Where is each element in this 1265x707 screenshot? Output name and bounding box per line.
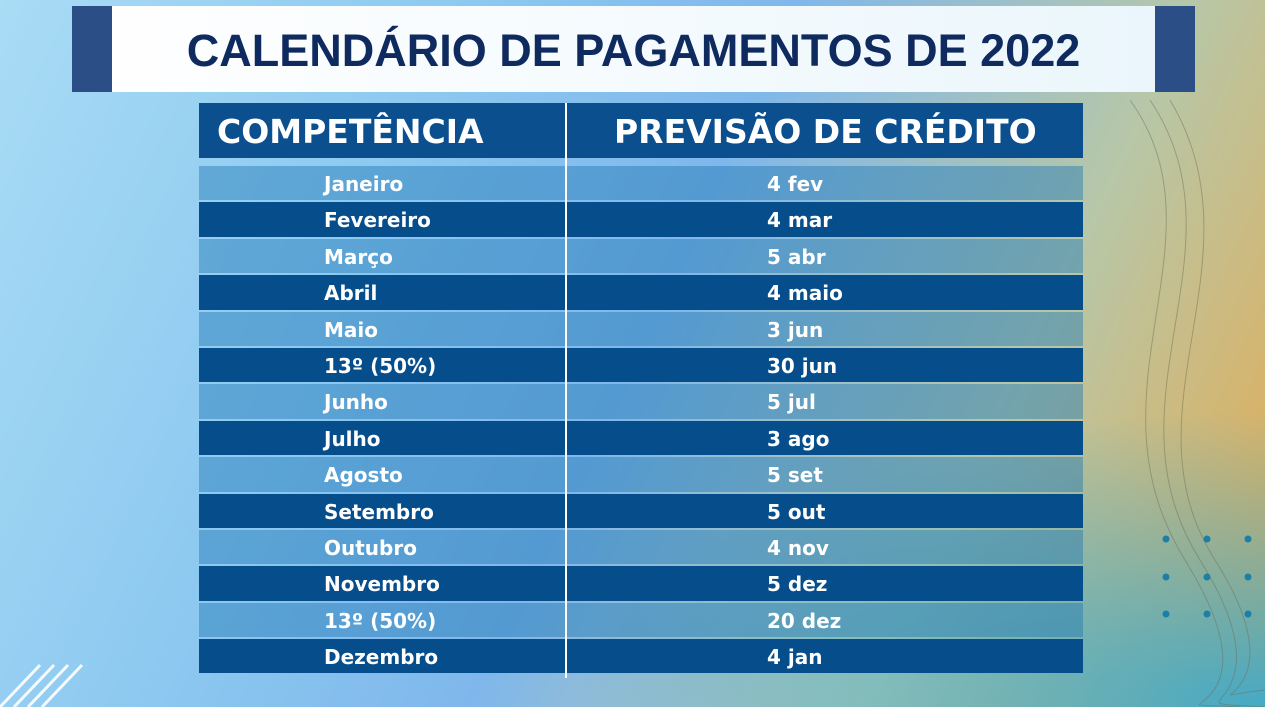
title: CALENDÁRIO DE PAGAMENTOS DE 2022 bbox=[186, 25, 1081, 76]
table-row: Maio 3 jun bbox=[199, 311, 1083, 346]
column-header: COMPETÊNCIA bbox=[217, 112, 484, 151]
table-header: COMPETÊNCIA PREVISÃO DE CRÉDITO bbox=[199, 103, 1083, 158]
table-cell: Janeiro bbox=[324, 172, 404, 196]
table-row: Setembro 5 out bbox=[199, 493, 1083, 528]
table-cell: 4 jan bbox=[767, 645, 823, 670]
table-row: 13º (50%) 20 dez bbox=[199, 602, 1083, 638]
table-cell: Junho bbox=[324, 390, 388, 415]
table-row: Julho 3 ago bbox=[199, 420, 1083, 456]
table-cell: 4 fev bbox=[767, 172, 824, 196]
table-cell: Outubro bbox=[324, 535, 417, 560]
table-row: Junho 5 jul bbox=[199, 384, 1083, 419]
table-cell: 20 dez bbox=[767, 608, 842, 633]
table-row: Outubro 4 nov bbox=[199, 529, 1083, 565]
table-row: Fevereiro 4 mar bbox=[199, 202, 1083, 237]
table-cell: 5 out bbox=[767, 499, 826, 524]
title-banner: CALENDÁRIO DE PAGAMENTOS DE 2022 bbox=[72, 6, 1195, 92]
table-cell: 5 abr bbox=[767, 244, 826, 269]
table-cell: Maio bbox=[324, 317, 378, 342]
table-cell: 13º (50%) bbox=[324, 353, 437, 378]
table-row: 13º (50%) 30 jun bbox=[199, 347, 1083, 383]
table-row: Janeiro 4 fev bbox=[199, 166, 1083, 201]
table-row: Agosto 5 set bbox=[199, 457, 1083, 492]
banner-bar bbox=[1155, 6, 1195, 92]
table-cell: 13º (50%) bbox=[324, 608, 437, 633]
table-cell: 5 set bbox=[767, 463, 823, 488]
table-cell: 30 jun bbox=[767, 353, 838, 378]
table-cell: Novembro bbox=[324, 572, 440, 597]
table-cell: 5 jul bbox=[767, 390, 816, 415]
column-header: PREVISÃO DE CRÉDITO bbox=[614, 112, 1037, 151]
table-row: Março 5 abr bbox=[199, 238, 1083, 274]
table-cell: 3 ago bbox=[767, 426, 830, 451]
table-cell: 4 nov bbox=[767, 535, 829, 560]
table-cell: Março bbox=[324, 244, 393, 269]
table-cell: Abril bbox=[324, 281, 378, 306]
column-divider bbox=[565, 103, 567, 678]
table: COMPETÊNCIA PREVISÃO DE CRÉDITO Janeiro 4… bbox=[199, 103, 1083, 675]
table-row: Dezembro 4 jan bbox=[199, 639, 1083, 674]
table-cell: Fevereiro bbox=[324, 208, 431, 233]
table-row: Abril 4 maio bbox=[199, 275, 1083, 310]
table-row: Novembro 5 dez bbox=[199, 566, 1083, 601]
table-cell: Agosto bbox=[324, 463, 403, 488]
table-cell: 3 jun bbox=[767, 317, 824, 342]
table-cell: Dezembro bbox=[324, 645, 439, 670]
table-cell: 4 mar bbox=[767, 208, 833, 233]
table-cell: Setembro bbox=[324, 499, 434, 524]
table-cell: Julho bbox=[324, 426, 381, 451]
table-cell: 5 dez bbox=[767, 572, 828, 597]
table-cell: 4 maio bbox=[767, 281, 843, 306]
banner-bar bbox=[72, 6, 112, 92]
